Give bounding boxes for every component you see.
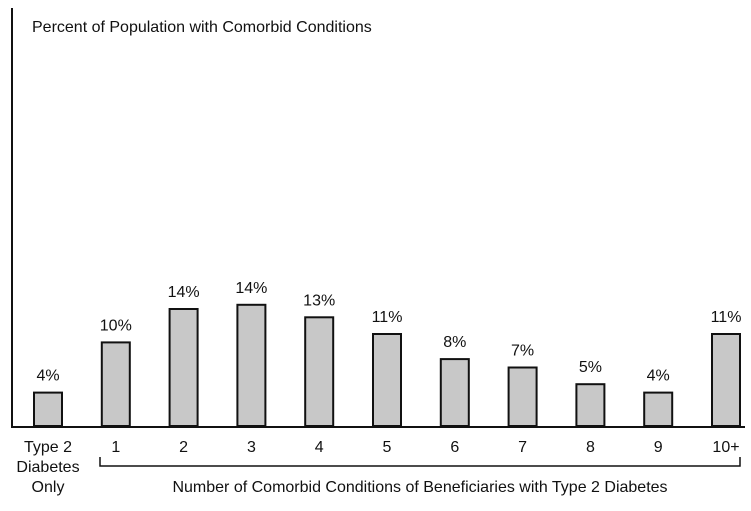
bar-6 xyxy=(439,358,470,428)
tick-label-2: 2 xyxy=(179,439,188,456)
tick-labels-group: Type 2 Diabetes Only 1 2 3 4 5 6 7 8 9 10+ xyxy=(16,439,739,496)
tick-label-6: 6 xyxy=(450,439,459,456)
value-label-3: 14% xyxy=(235,280,267,297)
y-axis-label: Percent of Population with Comorbid Cond… xyxy=(32,19,372,36)
bar-2 xyxy=(168,308,199,427)
value-label-7: 7% xyxy=(511,343,534,360)
bar-7 xyxy=(507,366,538,427)
tick-label-3: 3 xyxy=(247,439,256,456)
tick-label-5: 5 xyxy=(383,439,392,456)
value-label-0: 4% xyxy=(36,368,59,385)
bar-0 xyxy=(33,391,63,428)
bar-1 xyxy=(100,341,131,427)
bar-9 xyxy=(643,391,674,428)
tick-label-9: 9 xyxy=(654,439,663,456)
value-label-4: 13% xyxy=(303,292,335,309)
x-axis-bracket xyxy=(99,457,741,467)
value-label-5: 11% xyxy=(372,309,403,326)
tick-label-8: 8 xyxy=(586,439,595,456)
tick-label-4: 4 xyxy=(315,439,324,456)
value-label-2: 14% xyxy=(168,284,200,301)
value-labels-group: 4% 10% 14% 14% 13% 11% 8% 7% 5% 4% 11% xyxy=(36,280,741,385)
value-label-9: 4% xyxy=(647,368,670,385)
tick-label-10: 10+ xyxy=(712,439,739,456)
value-label-8: 5% xyxy=(579,359,602,376)
bar-4 xyxy=(304,316,335,427)
value-label-10: 11% xyxy=(711,309,742,326)
tick-label-7: 7 xyxy=(518,439,527,456)
x-axis-label: Number of Comorbid Conditions of Benefic… xyxy=(172,479,667,496)
value-label-6: 8% xyxy=(443,334,466,351)
value-label-1: 10% xyxy=(100,317,132,334)
bar-8 xyxy=(575,383,606,428)
bar-5 xyxy=(372,333,402,427)
bar-10 xyxy=(711,333,741,427)
tick-label-0: Type 2 Diabetes Only xyxy=(16,439,79,496)
tick-label-1: 1 xyxy=(111,439,120,456)
bar-3 xyxy=(236,303,267,427)
bars-group xyxy=(33,303,741,428)
